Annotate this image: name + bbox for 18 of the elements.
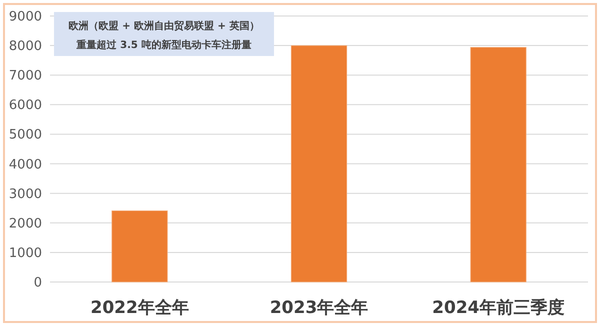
y-tick-label: 4000 <box>8 157 42 172</box>
y-tick-label: 6000 <box>8 98 42 114</box>
x-tick-label: 2022年全年 <box>90 298 189 318</box>
y-tick-label: 1000 <box>8 246 42 261</box>
y-tick-label: 3000 <box>8 186 42 202</box>
bar <box>290 45 348 282</box>
y-tick-label: 8000 <box>8 39 42 54</box>
x-tick-label: 2023年全年 <box>270 298 368 318</box>
y-tick-label: 7000 <box>8 68 42 84</box>
x-tick-label: 2024年前三季度 <box>432 298 564 318</box>
y-tick-label: 5000 <box>8 128 42 143</box>
bar <box>112 210 168 282</box>
y-tick-label: 0 <box>34 276 42 290</box>
y-tick-label: 2000 <box>8 216 42 232</box>
text: 欧洲（欧盟 + 欧洲自由贸易联盟 + 英国） <box>68 20 260 32</box>
text: 重量超过 3.5 吨的新型电动卡车注册量 <box>76 39 252 51</box>
y-tick-label: 9000 <box>8 10 42 24</box>
bar <box>470 47 526 282</box>
